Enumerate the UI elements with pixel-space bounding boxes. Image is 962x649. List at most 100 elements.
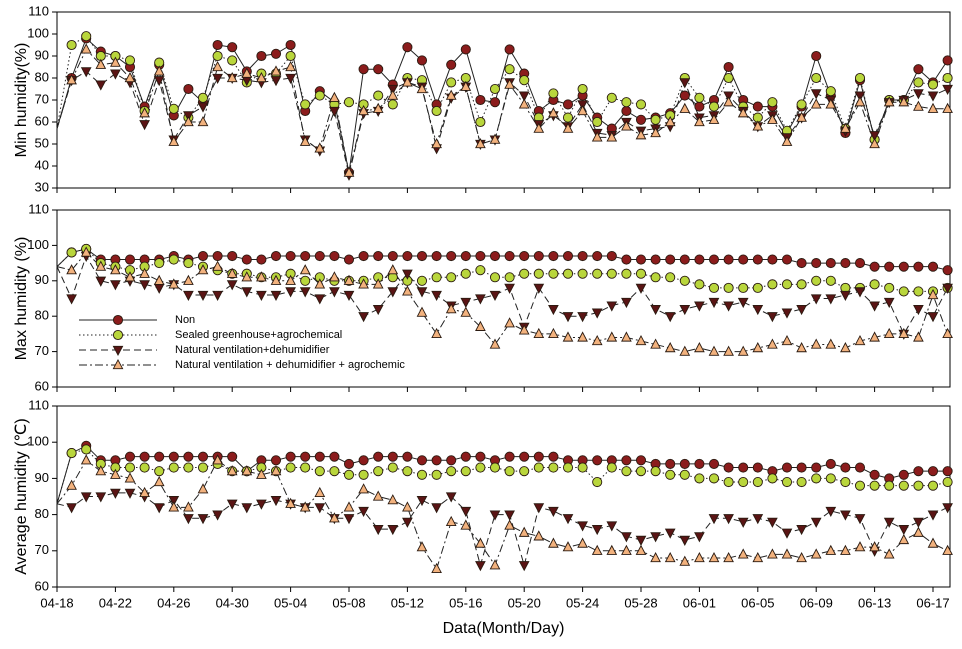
marker — [358, 278, 369, 289]
marker — [445, 89, 457, 100]
marker — [606, 544, 618, 555]
marker — [635, 455, 647, 466]
marker — [854, 72, 866, 84]
marker — [913, 304, 924, 316]
marker — [883, 327, 895, 339]
marker — [270, 495, 282, 507]
marker — [183, 451, 194, 462]
marker — [942, 55, 953, 66]
marker — [416, 287, 428, 298]
marker — [372, 304, 384, 316]
marker — [416, 250, 428, 262]
marker — [679, 345, 691, 356]
marker — [460, 268, 471, 279]
marker — [124, 254, 136, 265]
marker — [694, 92, 705, 103]
marker — [343, 469, 355, 480]
marker — [810, 89, 822, 100]
marker — [635, 99, 647, 110]
marker — [504, 519, 515, 530]
marker — [723, 552, 734, 563]
marker — [825, 506, 837, 518]
marker — [635, 544, 647, 555]
marker — [577, 537, 588, 548]
marker — [533, 462, 544, 473]
marker — [664, 552, 676, 563]
marker — [212, 60, 223, 72]
marker — [694, 115, 705, 127]
marker — [810, 517, 822, 528]
marker — [212, 290, 223, 301]
marker — [358, 250, 369, 262]
marker — [577, 104, 588, 116]
marker — [358, 455, 369, 466]
marker — [927, 312, 939, 323]
y-tick-label: 110 — [28, 397, 49, 412]
marker — [402, 42, 413, 53]
marker — [460, 451, 471, 462]
y-tick-label: 90 — [35, 47, 49, 62]
marker — [621, 120, 632, 131]
marker — [825, 258, 836, 269]
marker — [66, 448, 77, 459]
marker — [270, 48, 282, 59]
marker — [212, 250, 223, 262]
marker — [256, 271, 267, 282]
marker — [314, 250, 325, 262]
marker — [942, 72, 953, 84]
marker — [299, 264, 311, 275]
marker — [869, 137, 880, 149]
marker — [694, 342, 705, 353]
marker — [475, 537, 486, 548]
marker — [183, 290, 194, 301]
marker — [80, 454, 92, 465]
marker — [81, 31, 92, 42]
marker — [445, 515, 457, 526]
marker — [606, 92, 617, 103]
marker — [796, 304, 807, 316]
marker — [270, 455, 282, 466]
marker — [825, 275, 836, 286]
marker — [737, 548, 749, 559]
marker — [913, 64, 924, 75]
marker — [621, 97, 632, 108]
marker — [124, 462, 136, 473]
marker — [110, 468, 121, 479]
marker — [913, 517, 924, 528]
marker — [664, 528, 676, 539]
marker — [577, 250, 588, 262]
marker — [562, 331, 574, 342]
marker — [592, 476, 603, 488]
marker — [533, 530, 545, 541]
marker — [212, 39, 223, 51]
marker — [738, 462, 749, 473]
marker — [606, 250, 617, 262]
marker — [621, 297, 632, 309]
y-tick-label: 70 — [35, 91, 49, 106]
marker — [621, 331, 632, 342]
series-markers — [66, 454, 953, 574]
marker — [738, 254, 749, 265]
marker — [504, 78, 515, 89]
marker — [869, 279, 880, 290]
marker — [212, 50, 223, 62]
marker — [796, 279, 807, 290]
marker — [431, 455, 442, 466]
marker — [256, 290, 267, 301]
legend-marker — [112, 314, 124, 326]
marker — [518, 526, 530, 537]
marker — [95, 276, 107, 287]
marker — [708, 458, 720, 469]
marker — [840, 342, 851, 353]
marker — [869, 541, 880, 552]
marker — [373, 250, 384, 262]
marker — [431, 105, 442, 117]
marker — [796, 552, 807, 563]
marker — [665, 458, 676, 469]
x-tick-label: 05-08 — [332, 595, 365, 610]
marker — [373, 451, 384, 462]
marker — [548, 88, 559, 99]
marker — [314, 466, 325, 477]
marker — [840, 544, 851, 555]
